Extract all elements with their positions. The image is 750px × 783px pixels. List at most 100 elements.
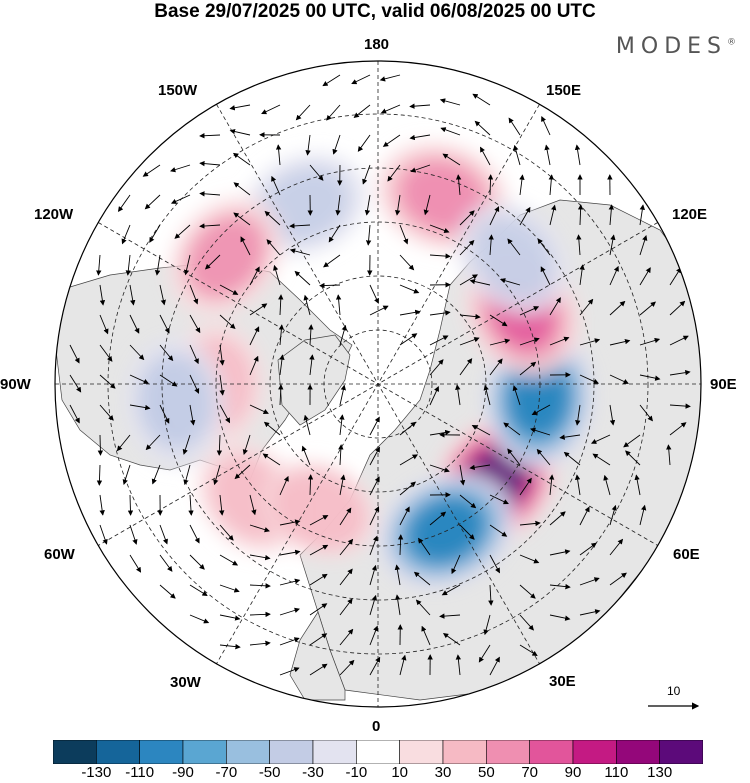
wind-vector <box>309 603 328 616</box>
wind-vector <box>549 549 571 556</box>
wind-vector <box>199 223 221 229</box>
wind-vector <box>204 254 221 270</box>
wind-vector <box>369 506 380 526</box>
wind-vector <box>339 568 353 586</box>
wind-vector <box>519 174 525 196</box>
lon-label-120e: 120E <box>672 206 708 223</box>
wind-vector <box>513 144 521 166</box>
wind-vector <box>151 464 161 485</box>
wind-vector <box>669 403 691 409</box>
wind-vector <box>69 344 80 364</box>
wind-vector <box>183 254 191 276</box>
wind-vector <box>335 294 342 316</box>
wind-vector <box>326 104 341 121</box>
wind-vector <box>609 374 629 384</box>
wind-vector <box>639 404 653 422</box>
wind-vector <box>489 338 511 346</box>
wind-vector <box>99 494 105 516</box>
wind-vector <box>189 554 205 570</box>
lon-label-150e: 150E <box>546 82 582 99</box>
wind-vector <box>609 300 626 316</box>
wind-vector <box>219 584 240 593</box>
wind-vector <box>429 224 450 234</box>
wind-vector <box>530 427 551 436</box>
wind-vector <box>96 254 102 276</box>
wind-vector <box>609 504 617 526</box>
wind-vector <box>483 614 491 636</box>
wind-vector <box>183 464 191 486</box>
wind-vector <box>574 144 581 166</box>
wind-vector <box>339 507 352 526</box>
wind-vector <box>249 524 270 533</box>
wind-vector <box>129 344 145 361</box>
wind-vector <box>575 404 581 426</box>
colorbar-swatch <box>659 740 703 764</box>
wind-vector <box>549 336 570 346</box>
wind-vector <box>489 358 503 376</box>
wind-vector <box>278 294 284 316</box>
wind-vector <box>455 654 462 676</box>
wind-vector <box>159 554 173 572</box>
wind-vector <box>459 313 481 320</box>
wind-vector <box>295 104 311 121</box>
wind-vector <box>159 344 174 362</box>
wind-vector <box>592 453 611 466</box>
wind-vector <box>339 538 354 556</box>
graticule <box>55 61 701 707</box>
wind-vector <box>116 434 131 452</box>
wind-vector <box>199 133 221 139</box>
wind-vector <box>469 464 491 471</box>
wind-vector <box>338 444 344 466</box>
wind-vector <box>429 310 451 316</box>
wind-vector <box>309 544 329 556</box>
wind-vector <box>489 524 508 537</box>
wind-vector <box>469 278 491 286</box>
wind-vector <box>335 194 341 216</box>
wind-vector <box>249 583 271 589</box>
wind-vector <box>442 153 461 166</box>
wind-vector <box>399 224 409 245</box>
wind-vector <box>189 614 210 624</box>
colorbar-swatch <box>399 740 444 764</box>
wind-vector <box>541 115 551 136</box>
wind-vector <box>608 204 615 226</box>
colorbar-tick-label: 130 <box>647 764 673 781</box>
wind-vector <box>397 534 404 556</box>
wind-vector <box>639 504 647 526</box>
wind-vector <box>459 358 473 376</box>
colorbar-tick-label: 110 <box>604 764 629 781</box>
wind-vector <box>339 384 346 406</box>
colorbar-tick-label: -90 <box>172 764 194 781</box>
wind-vector <box>275 144 282 166</box>
wind-vector <box>182 434 191 455</box>
colorbar-swatch <box>529 740 574 764</box>
wind-vector <box>625 450 641 466</box>
wind-vector <box>399 284 420 294</box>
anomaly-center <box>262 460 377 559</box>
wind-vector <box>303 294 311 316</box>
wind-vector <box>410 164 431 173</box>
wind-vector <box>459 274 478 286</box>
wind-vector <box>353 104 371 118</box>
wind-vector <box>129 404 151 411</box>
wind-vector <box>219 314 236 330</box>
wind-vector <box>609 572 627 586</box>
wind-vector <box>189 284 199 305</box>
wind-vector <box>519 520 541 527</box>
wind-vector <box>487 174 494 196</box>
wind-vector <box>219 494 225 516</box>
wind-vector <box>488 584 494 606</box>
lon-label-60w: 60W <box>44 546 75 563</box>
wind-vector <box>399 481 416 496</box>
wind-vector <box>399 333 418 346</box>
wind-vector <box>339 324 347 346</box>
wind-vector <box>459 239 475 256</box>
modes-logo-text: MODES <box>615 34 727 59</box>
wind-vector <box>339 474 346 496</box>
wind-vector <box>351 74 371 85</box>
wind-vector <box>309 164 324 181</box>
wind-vector <box>369 656 381 676</box>
wind-vector <box>429 511 447 526</box>
wind-vector <box>170 164 191 173</box>
wind-vector <box>278 324 285 346</box>
